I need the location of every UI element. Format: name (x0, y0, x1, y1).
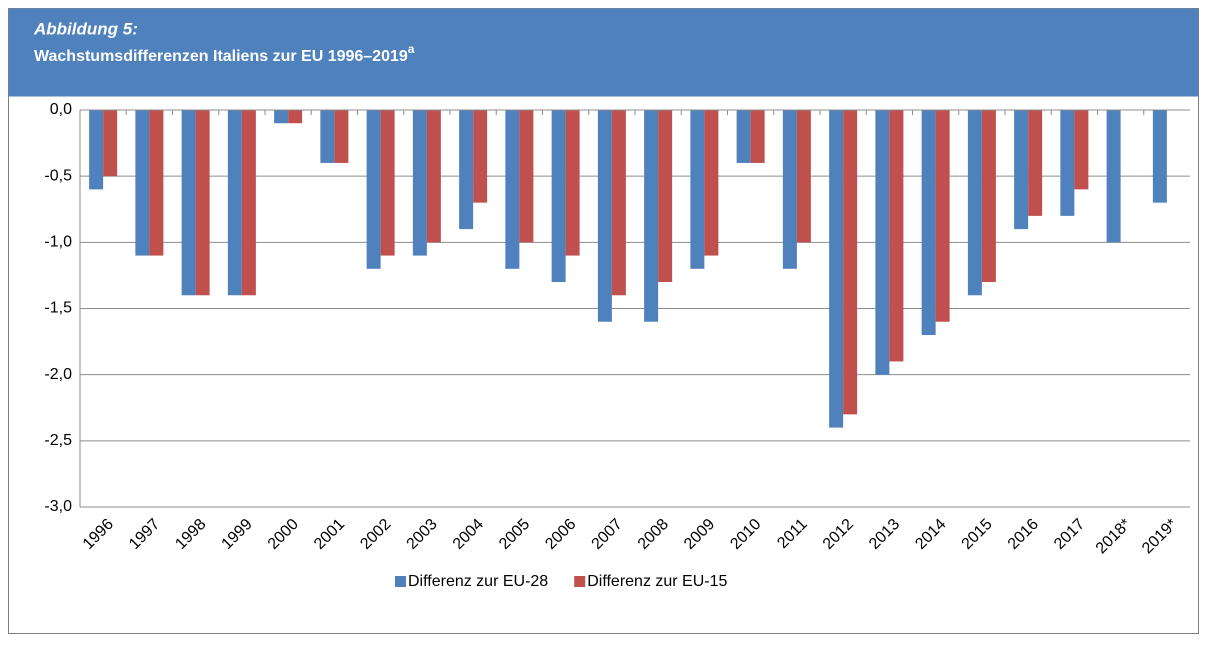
figure-label: Abbildung 5: (33, 19, 138, 38)
bar (644, 110, 659, 322)
bar (967, 110, 982, 296)
bar (597, 110, 612, 322)
bar (366, 110, 381, 269)
bar (1074, 110, 1089, 190)
y-tick-label: -2,5 (44, 432, 72, 449)
legend-label: Differenz zur EU-15 (587, 573, 727, 590)
chart-title: Wachstumsdifferenzen Italiens zur EU 199… (34, 42, 415, 65)
bar (334, 110, 349, 163)
bar (274, 110, 289, 124)
bar (935, 110, 950, 322)
y-tick-label: 0,0 (50, 101, 72, 118)
bar (1028, 110, 1043, 216)
bar (889, 110, 904, 362)
bar (1060, 110, 1075, 216)
bar (565, 110, 580, 256)
bar (459, 110, 474, 230)
title-text: Wachstumsdifferenzen Italiens zur EU 199… (34, 48, 408, 65)
bar (690, 110, 705, 269)
bar (227, 110, 242, 296)
header (8, 8, 1199, 97)
y-tick-label: -1,5 (44, 300, 72, 317)
bar (505, 110, 520, 269)
bar (829, 110, 844, 428)
bar (89, 110, 104, 190)
bar (426, 110, 441, 243)
bar (288, 110, 303, 124)
bar (519, 110, 534, 243)
bar (704, 110, 719, 256)
bar (658, 110, 673, 283)
bar (551, 110, 566, 283)
y-tick-label: -0,5 (44, 167, 72, 184)
y-tick-label: -2,0 (44, 366, 72, 383)
legend-label: Differenz zur EU-28 (408, 573, 548, 590)
y-tick-label: -3,0 (44, 498, 72, 515)
legend-swatch (574, 576, 586, 587)
legend-swatch (395, 576, 406, 587)
bar (611, 110, 626, 296)
bar (736, 110, 751, 163)
bar (1014, 110, 1029, 230)
bar (782, 110, 797, 269)
bar (320, 110, 335, 163)
bar (135, 110, 150, 256)
bar (796, 110, 811, 243)
bar (195, 110, 210, 296)
bar (875, 110, 890, 375)
bar (412, 110, 427, 256)
bar (1106, 110, 1121, 243)
bar (921, 110, 936, 335)
bar (103, 110, 118, 177)
bar (181, 110, 196, 296)
bar (981, 110, 996, 283)
bar (843, 110, 858, 415)
bar (473, 110, 488, 203)
title-superscript: a (408, 42, 415, 56)
bar (149, 110, 164, 256)
bar (750, 110, 765, 163)
bar (241, 110, 256, 296)
y-tick-label: -1,0 (44, 234, 72, 251)
bar (380, 110, 395, 256)
bar (1152, 110, 1167, 203)
